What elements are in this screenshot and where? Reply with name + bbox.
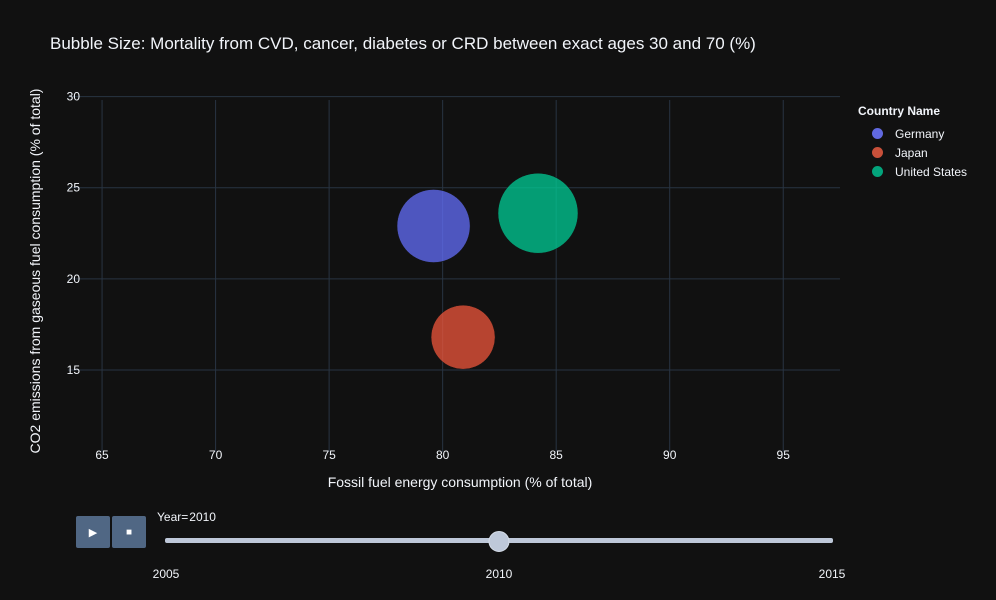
legend-marker-germany xyxy=(872,128,883,139)
x-tick-label: 65 xyxy=(95,448,109,462)
bubble-germany[interactable] xyxy=(396,189,471,263)
x-tick-label: 85 xyxy=(549,448,563,462)
slider-prefix: Year= xyxy=(157,510,189,524)
play-button[interactable]: ▶ xyxy=(76,516,110,548)
legend-label-united-states: United States xyxy=(895,164,968,179)
slider-current-label: Year=2010 xyxy=(156,510,216,524)
legend-title: Country Name xyxy=(858,104,941,118)
y-tick-label: 25 xyxy=(67,181,81,195)
slider-tick-2010[interactable]: 2010 xyxy=(485,567,513,581)
bubble-united-states[interactable] xyxy=(497,172,579,254)
play-icon: ▶ xyxy=(88,526,98,539)
x-axis-label: Fossil fuel energy consumption (% of tot… xyxy=(328,474,593,490)
chart-title: Bubble Size: Mortality from CVD, cancer,… xyxy=(50,34,756,53)
legend-label-japan: Japan xyxy=(895,145,928,160)
legend-marker-united-states xyxy=(872,166,883,177)
slider-tick-2015[interactable]: 2015 xyxy=(818,567,846,581)
y-tick-label: 20 xyxy=(67,272,81,286)
x-tick-label: 95 xyxy=(777,448,791,462)
legend-item-united-states[interactable]: United States xyxy=(858,162,967,181)
x-tick-label: 70 xyxy=(209,448,223,462)
legend-label-germany: Germany xyxy=(895,126,945,141)
x-tick-label: 75 xyxy=(322,448,336,462)
bubbles xyxy=(396,172,579,370)
x-tick-label: 80 xyxy=(436,448,450,462)
slider-handle[interactable] xyxy=(488,531,510,552)
stop-button[interactable]: ■ xyxy=(112,516,146,548)
legend-item-germany[interactable]: Germany xyxy=(858,124,967,143)
legend-marker-japan xyxy=(872,147,883,158)
x-tick-label: 90 xyxy=(663,448,677,462)
stop-icon: ■ xyxy=(125,526,133,538)
x-tick-labels: 65 70 75 80 85 90 95 xyxy=(95,448,790,462)
legend-item-japan[interactable]: Japan xyxy=(858,143,967,162)
grid xyxy=(68,96,840,452)
slider-current-value: 2010 xyxy=(189,510,216,524)
legend: Country Name Germany Japan United States xyxy=(858,104,967,181)
bubble-japan[interactable] xyxy=(430,304,496,370)
y-tick-label: 15 xyxy=(67,363,81,377)
y-tick-label: 30 xyxy=(67,90,81,104)
y-tick-labels: 15 20 25 30 xyxy=(67,90,81,377)
slider-tick-2005[interactable]: 2005 xyxy=(152,567,180,581)
y-axis-label: CO2 emissions from gaseous fuel consumpt… xyxy=(27,89,43,454)
